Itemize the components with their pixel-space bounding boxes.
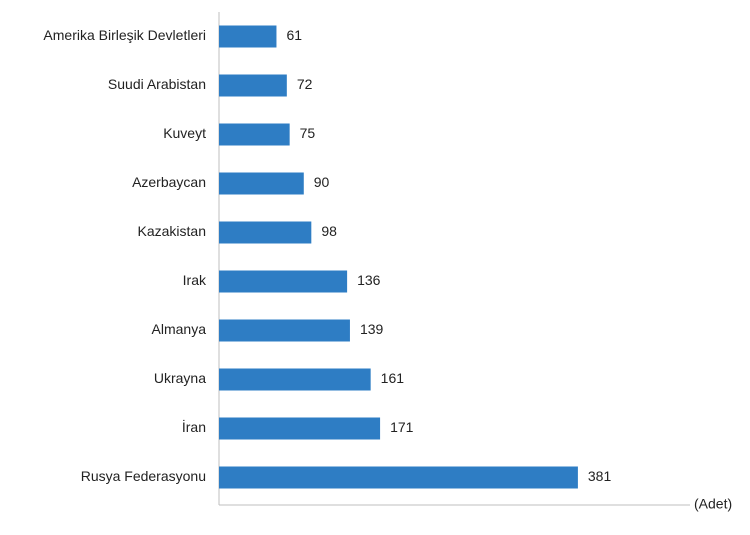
bar — [219, 172, 304, 195]
bar — [219, 319, 350, 342]
bar — [219, 368, 371, 391]
bar — [219, 221, 312, 244]
data-label: 161 — [381, 370, 405, 386]
data-label: 98 — [321, 223, 337, 239]
y-tick-label: Kuveyt — [163, 125, 206, 141]
x-axis-label: (Adet) — [694, 496, 732, 512]
bar — [219, 270, 348, 293]
data-label: 72 — [297, 76, 313, 92]
data-label: 75 — [300, 125, 316, 141]
y-tick-label: Ukrayna — [154, 370, 206, 386]
bar — [219, 25, 277, 48]
bar — [219, 417, 381, 440]
y-tick-label: Rusya Federasyonu — [81, 468, 206, 484]
y-tick-label: Almanya — [152, 321, 207, 337]
y-tick-label: Irak — [183, 272, 207, 288]
data-label: 90 — [314, 174, 330, 190]
data-label: 171 — [390, 419, 414, 435]
data-label: 61 — [286, 27, 302, 43]
data-label: 381 — [588, 468, 612, 484]
y-tick-label: Kazakistan — [138, 223, 206, 239]
data-label: 136 — [357, 272, 381, 288]
data-label: 139 — [360, 321, 384, 337]
y-tick-label: Amerika Birleşik Devletleri — [43, 27, 206, 43]
y-tick-label: Azerbaycan — [132, 174, 206, 190]
bar — [219, 123, 290, 146]
y-tick-label: İran — [182, 418, 206, 435]
bar — [219, 466, 578, 489]
y-tick-label: Suudi Arabistan — [108, 76, 206, 92]
bar — [219, 74, 287, 97]
